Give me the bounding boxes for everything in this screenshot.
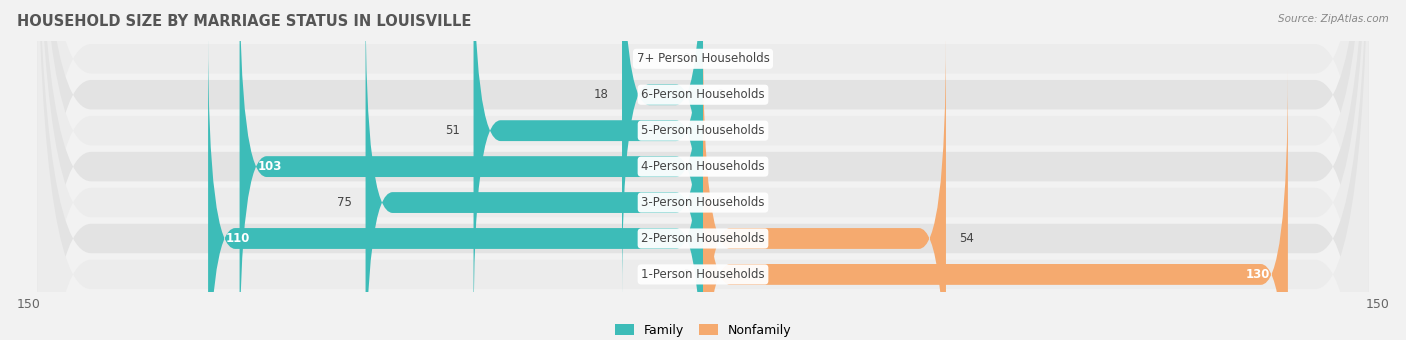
Text: 0: 0 xyxy=(717,124,724,137)
Legend: Family, Nonfamily: Family, Nonfamily xyxy=(610,319,796,340)
Text: 110: 110 xyxy=(226,232,250,245)
FancyBboxPatch shape xyxy=(703,69,1288,340)
Text: 130: 130 xyxy=(1246,268,1270,281)
FancyBboxPatch shape xyxy=(366,0,703,340)
Text: 2-Person Households: 2-Person Households xyxy=(641,232,765,245)
FancyBboxPatch shape xyxy=(37,0,1369,340)
Text: 7+ Person Households: 7+ Person Households xyxy=(637,52,769,65)
FancyBboxPatch shape xyxy=(239,0,703,340)
FancyBboxPatch shape xyxy=(37,0,1369,340)
Text: 54: 54 xyxy=(959,232,974,245)
Text: 1-Person Households: 1-Person Households xyxy=(641,268,765,281)
Text: 3-Person Households: 3-Person Households xyxy=(641,196,765,209)
Text: Source: ZipAtlas.com: Source: ZipAtlas.com xyxy=(1278,14,1389,23)
FancyBboxPatch shape xyxy=(208,33,703,340)
Text: 6-Person Households: 6-Person Households xyxy=(641,88,765,101)
FancyBboxPatch shape xyxy=(37,0,1369,340)
Text: 4-Person Households: 4-Person Households xyxy=(641,160,765,173)
FancyBboxPatch shape xyxy=(37,0,1369,340)
Text: 51: 51 xyxy=(446,124,460,137)
FancyBboxPatch shape xyxy=(474,0,703,336)
Text: 0: 0 xyxy=(717,160,724,173)
FancyBboxPatch shape xyxy=(37,0,1369,340)
FancyBboxPatch shape xyxy=(703,33,946,340)
Text: 0: 0 xyxy=(717,52,724,65)
Text: 0: 0 xyxy=(717,196,724,209)
Text: 75: 75 xyxy=(337,196,352,209)
FancyBboxPatch shape xyxy=(37,0,1369,340)
Text: 103: 103 xyxy=(257,160,283,173)
Text: 5-Person Households: 5-Person Households xyxy=(641,124,765,137)
Text: HOUSEHOLD SIZE BY MARRIAGE STATUS IN LOUISVILLE: HOUSEHOLD SIZE BY MARRIAGE STATUS IN LOU… xyxy=(17,14,471,29)
Text: 0: 0 xyxy=(682,52,689,65)
FancyBboxPatch shape xyxy=(37,0,1369,340)
Text: 0: 0 xyxy=(717,88,724,101)
Text: 18: 18 xyxy=(593,88,609,101)
Text: 0: 0 xyxy=(682,268,689,281)
FancyBboxPatch shape xyxy=(621,0,703,300)
